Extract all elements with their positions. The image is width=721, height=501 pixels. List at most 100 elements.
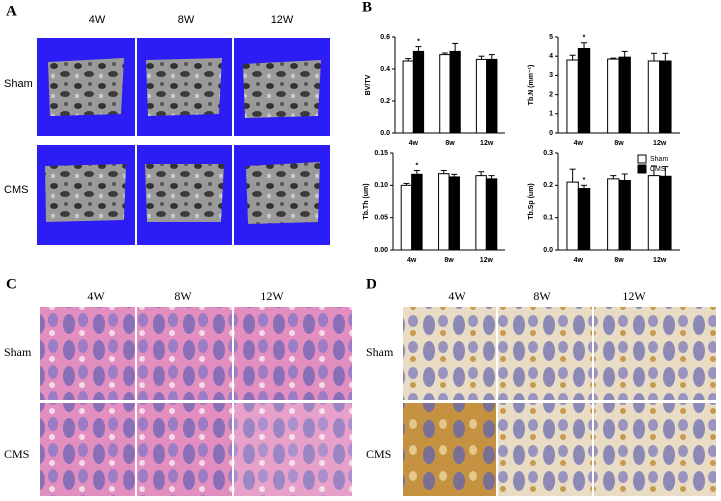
bar xyxy=(659,175,672,251)
error-bar xyxy=(610,57,617,60)
significance-mark: * xyxy=(583,177,586,184)
panel-label: B xyxy=(362,0,372,15)
x-tick-label: 8w xyxy=(445,140,455,147)
row-label: CMS xyxy=(366,447,391,461)
y-tick-label: 0 xyxy=(549,130,553,137)
row-label: CMS xyxy=(4,447,29,461)
y-tick-label: 0.00 xyxy=(374,247,388,254)
bar xyxy=(607,178,620,251)
bar xyxy=(402,60,414,134)
legend-swatch xyxy=(637,164,647,174)
bar xyxy=(647,175,661,251)
column-label: 4W xyxy=(87,289,105,303)
y-axis-title: Tb.N (mm⁻¹) xyxy=(528,65,535,106)
y-tick-label: 0.2 xyxy=(380,98,390,105)
y-tick-label: 4 xyxy=(549,53,553,60)
error-bar xyxy=(650,52,657,61)
bar xyxy=(485,178,498,251)
error-bar xyxy=(662,166,669,177)
y-tick-label: 0.0 xyxy=(380,130,390,137)
bar xyxy=(412,50,425,134)
column-label: 4W xyxy=(89,14,106,26)
charts: 0.0 0.2 0.4 0.6 BV/TV 4w * 8w 12w 0 1 2 3 4 5 Tb.N (mm⁻… xyxy=(363,34,680,264)
bar xyxy=(566,181,579,251)
panel-label: A xyxy=(6,3,17,19)
legend-label: Sham xyxy=(650,156,668,163)
y-axis-title: Tb.Sp (um) xyxy=(528,183,535,220)
bar xyxy=(448,176,460,251)
error-bar xyxy=(440,169,447,174)
column-label: 12W xyxy=(271,14,294,26)
error-bar xyxy=(413,169,420,175)
x-tick-label: 8w xyxy=(614,257,624,264)
y-tick-label: 0.0 xyxy=(543,247,553,254)
bar xyxy=(566,59,579,134)
row-label: Sham xyxy=(4,345,32,359)
column-label: 8W xyxy=(533,289,551,303)
error-bar xyxy=(662,52,669,61)
y-axis-title: Tb.Th (um) xyxy=(363,183,370,219)
bar xyxy=(618,179,631,251)
significance-mark: * xyxy=(583,35,586,42)
legend-swatch xyxy=(637,154,647,164)
y-tick-label: 0.3 xyxy=(543,150,553,157)
bar xyxy=(475,175,487,251)
error-bar xyxy=(488,54,495,60)
error-bar xyxy=(452,42,459,52)
x-tick-label: 12w xyxy=(653,257,667,264)
error-bar xyxy=(415,46,422,52)
y-tick-label: 0.4 xyxy=(380,66,390,73)
y-tick-label: 0.05 xyxy=(374,215,388,222)
x-tick-label: 12w xyxy=(480,257,494,264)
significance-mark: * xyxy=(416,162,419,169)
y-tick-label: 3 xyxy=(549,72,553,79)
bar xyxy=(475,58,488,134)
error-bar xyxy=(610,175,617,179)
x-tick-label: 4w xyxy=(574,140,584,147)
y-tick-label: 0.6 xyxy=(380,34,390,41)
row-label: Sham xyxy=(366,345,394,359)
x-tick-label: 12w xyxy=(480,140,494,147)
error-bar xyxy=(478,55,485,60)
error-bar xyxy=(478,171,485,176)
significance-mark: * xyxy=(417,38,420,45)
bar xyxy=(411,173,423,251)
error-bar xyxy=(650,165,657,176)
column-label: 12W xyxy=(260,289,284,303)
bar xyxy=(486,58,498,134)
y-tick-label: 2 xyxy=(549,91,553,98)
y-tick-label: 0.1 xyxy=(543,215,553,222)
bar xyxy=(439,54,451,134)
micro-ct-images xyxy=(37,38,330,245)
y-tick-label: 0.15 xyxy=(374,150,388,157)
error-bar xyxy=(403,182,410,186)
error-bar xyxy=(569,168,576,183)
column-label: 8W xyxy=(174,289,192,303)
error-bar xyxy=(621,173,628,181)
bar xyxy=(647,60,661,134)
bar xyxy=(607,58,620,134)
error-bar xyxy=(405,58,412,61)
error-bar xyxy=(569,54,576,61)
bar xyxy=(577,48,591,134)
bar xyxy=(438,173,450,251)
error-bar xyxy=(451,173,458,177)
bar xyxy=(449,50,461,134)
error-bar xyxy=(488,175,495,179)
row-label: CMS xyxy=(4,184,28,196)
error-bar xyxy=(441,52,448,55)
error-bar xyxy=(581,184,588,189)
ihc-images xyxy=(403,307,716,496)
panel-label: D xyxy=(366,276,377,292)
bar xyxy=(577,188,591,251)
x-tick-label: 4w xyxy=(574,257,584,264)
y-tick-label: 0.2 xyxy=(543,182,553,189)
error-bar xyxy=(581,42,588,49)
legend-label: CMS xyxy=(650,166,666,173)
column-label: 12W xyxy=(622,289,646,303)
bar xyxy=(618,56,631,134)
y-tick-label: 5 xyxy=(549,34,553,41)
bar xyxy=(400,184,413,251)
y-axis-title: BV/TV xyxy=(365,74,372,95)
